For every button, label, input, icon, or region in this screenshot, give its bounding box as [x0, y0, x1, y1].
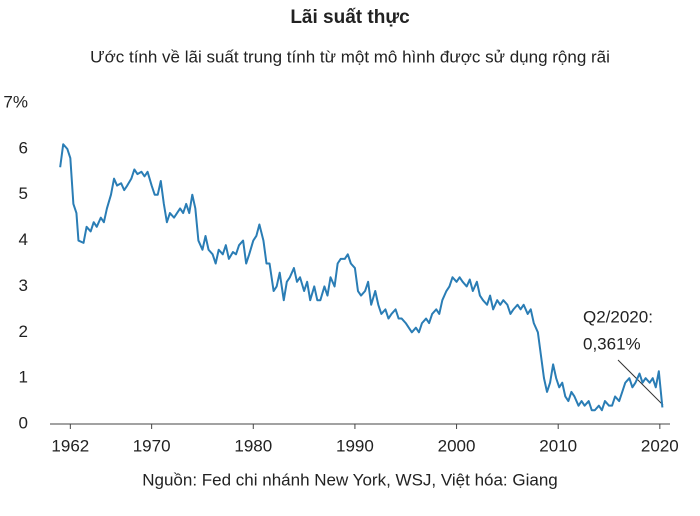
y-tick-label: 3 [19, 276, 28, 295]
source: Nguồn: Fed chi nhánh New York, WSJ, Việt… [142, 470, 558, 489]
x-tick-label: 1962 [51, 436, 89, 455]
annotation-leader [617, 359, 664, 406]
x-tick-label: 1980 [234, 436, 272, 455]
x-tick-label: 2010 [539, 436, 577, 455]
chart-title: Lãi suất thực [290, 7, 410, 28]
y-tick-label: 1 [19, 368, 28, 387]
x-tick-label: 2020 [641, 436, 679, 455]
chart-subtitle: Ước tính về lãi suất trung tính từ một m… [90, 47, 610, 66]
y-tick-label: 4 [19, 230, 28, 249]
x-tick-label: 1970 [133, 436, 171, 455]
y-tick-label: 6 [19, 138, 28, 157]
data-line [59, 143, 664, 412]
y-tick-label: 7% [3, 92, 28, 111]
x-tick-label: 2000 [438, 436, 476, 455]
annotation: Q2/2020: [583, 307, 653, 326]
annotation: 0,361% [583, 334, 641, 353]
y-tick-label: 2 [19, 322, 28, 341]
y-tick-label: 5 [19, 184, 28, 203]
x-tick-label: 1990 [336, 436, 374, 455]
y-tick-label: 0 [19, 413, 28, 432]
